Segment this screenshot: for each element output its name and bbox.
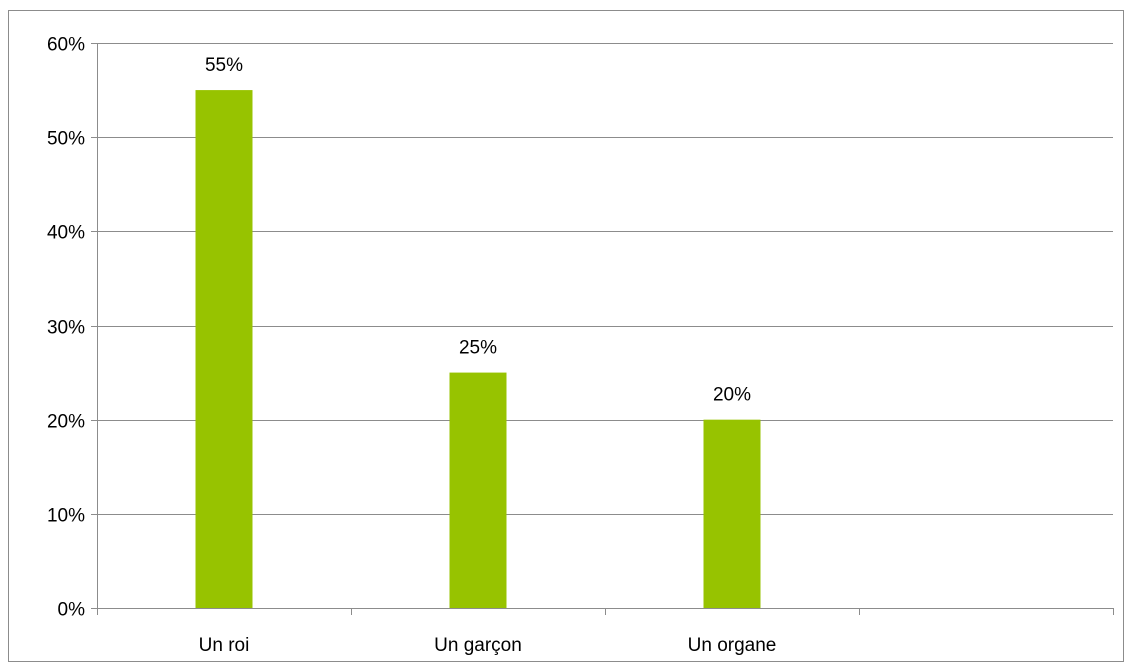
data-label: 25% xyxy=(459,338,497,359)
axes xyxy=(91,43,1114,615)
labels: 0% 10% 20% 30% 40% 50% 60% 55% Un roi 25% Un garço… xyxy=(47,35,776,657)
y-tick-label: 30% xyxy=(47,318,85,339)
y-tick-label: 0% xyxy=(58,600,86,621)
y-tick-label: 50% xyxy=(47,129,85,150)
bar xyxy=(703,419,761,608)
bars xyxy=(195,90,761,609)
x-tick-label: Un organe xyxy=(688,635,777,656)
y-tick-label: 40% xyxy=(47,223,85,244)
chart-frame xyxy=(8,10,1124,662)
y-tick-label: 20% xyxy=(47,412,85,433)
x-tick-label: Un roi xyxy=(199,635,250,656)
bar xyxy=(195,90,253,609)
y-tick-label: 60% xyxy=(47,35,85,56)
gridlines xyxy=(97,43,1113,515)
x-tick-label: Un garçon xyxy=(434,635,522,656)
bar xyxy=(449,372,507,608)
y-tick-label: 10% xyxy=(47,506,85,527)
data-label: 20% xyxy=(713,385,751,406)
data-label: 55% xyxy=(205,55,243,76)
